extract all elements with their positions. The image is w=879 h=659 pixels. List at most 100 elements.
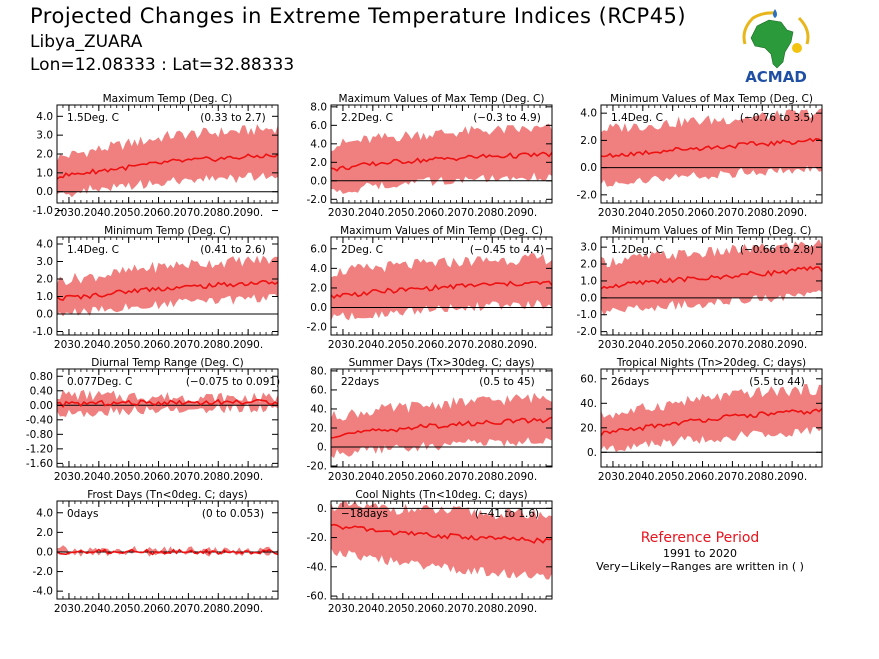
page-title: Projected Changes in Extreme Temperature… (30, 4, 687, 28)
x-tick-label: 2060. (688, 339, 718, 351)
y-tick-label: 0.0 (36, 186, 53, 198)
median-line (601, 408, 822, 437)
y-tick-label: 2.0 (580, 259, 597, 271)
x-tick-label: 2070. (173, 207, 203, 219)
x-tick-label: 2070. (447, 207, 477, 219)
plot-area (57, 545, 278, 557)
y-tick-label: 1.0 (36, 291, 53, 303)
x-tick-label: 2090. (777, 339, 807, 351)
x-tick-label: 2050. (114, 339, 144, 351)
x-tick-label: 2050. (388, 207, 418, 219)
plot-frame (56, 368, 279, 468)
change-value-label: 2.2Deg. C (341, 112, 393, 124)
x-tick-label: 2090. (777, 471, 807, 483)
x-tick-label: 2040. (84, 339, 114, 351)
change-value-label: 22days (341, 376, 379, 388)
likely-range-band (331, 123, 552, 194)
y-tick-label: -0.40 (26, 414, 53, 426)
median-line (331, 416, 552, 439)
x-tick-label: 2070. (717, 339, 747, 351)
x-tick-label: 2090. (507, 339, 537, 351)
y-tick-label: 2.0 (310, 157, 327, 169)
x-tick-label: 2060. (418, 603, 448, 615)
plot-area (601, 108, 822, 187)
median-line (57, 398, 278, 409)
change-value-label: 1.2Deg. C (611, 244, 663, 256)
change-value-label: 1.4Deg. C (67, 244, 119, 256)
x-tick-label: 2080. (747, 471, 777, 483)
x-tick-label: 2080. (477, 471, 507, 483)
x-tick-label: 2040. (84, 603, 114, 615)
plot-area (601, 384, 822, 453)
y-tick-label: 4.0 (36, 111, 53, 123)
plot-frame (330, 500, 553, 600)
y-tick-label: -60. (307, 591, 328, 603)
x-tick-label: 2080. (747, 339, 777, 351)
x-tick-label: 2050. (658, 207, 688, 219)
x-tick-label: 2080. (203, 339, 233, 351)
y-tick-label: 0.0 (36, 546, 53, 558)
y-tick-label: 60. (580, 373, 597, 385)
x-tick-label: 2030. (328, 207, 358, 219)
x-tick-label: 2030. (54, 207, 84, 219)
y-tick-label: 3.0 (580, 242, 597, 254)
very-likely-range-label: (−0.76 to 3.5) (740, 112, 814, 124)
chart-title: Tropical Nights (Tn>20deg. C; days) (616, 357, 806, 369)
x-tick-label: 2030. (54, 603, 84, 615)
y-tick-label: 60. (310, 384, 327, 396)
y-tick-label: -20. (307, 461, 328, 473)
x-tick-label: 2060. (144, 339, 174, 351)
station-coordinates: Lon=12.08333 : Lat=32.88333 (30, 55, 295, 75)
plot-frame (330, 236, 553, 336)
change-value-label: 26days (611, 376, 649, 388)
y-tick-label: -1.0 (33, 326, 54, 338)
x-tick-label: 2080. (477, 603, 507, 615)
x-tick-label: 2080. (477, 207, 507, 219)
change-value-label: 0days (67, 508, 98, 520)
x-tick-label: 2030. (328, 603, 358, 615)
chart-panel: 2030. 2040. 2050. 2060. 2070. 2080. 2090. -4.0 -… (33, 489, 279, 615)
plot-frame (56, 500, 279, 600)
y-tick-label: 2.0 (310, 282, 327, 294)
y-tick-label: -2.0 (33, 566, 54, 578)
x-tick-label: 2040. (358, 471, 388, 483)
x-tick-label: 2060. (144, 603, 174, 615)
y-tick-label: -4.0 (33, 586, 54, 598)
reference-period-years: 1991 to 2020 (662, 547, 738, 560)
y-tick-label: 1.0 (36, 167, 53, 179)
x-tick-label: 2090. (507, 603, 537, 615)
y-tick-label: 0. (587, 447, 597, 459)
plot-frame (330, 104, 553, 204)
x-tick-label: 2060. (418, 339, 448, 351)
y-tick-label: 8.0 (310, 101, 327, 113)
very-likely-range-label: (0.41 to 2.6) (200, 244, 266, 256)
y-tick-label: -1.60 (26, 458, 53, 470)
y-tick-label: 2.0 (36, 149, 53, 161)
y-tick-label: 0.0 (580, 292, 597, 304)
chart-panel: 2030. 2040. 2050. 2060. 2070. 2080. 2090. -1.0 0… (33, 225, 279, 351)
x-tick-label: 2070. (717, 471, 747, 483)
plot-frame (56, 236, 279, 336)
likely-range-band (601, 384, 822, 453)
x-tick-label: 2090. (777, 207, 807, 219)
very-likely-range-label: (0.5 to 45) (479, 376, 534, 388)
median-line (57, 548, 278, 556)
x-tick-label: 2050. (388, 603, 418, 615)
y-tick-label: 1.0 (580, 275, 597, 287)
chart-title: Minimum Values of Min Temp (Deg. C) (612, 225, 812, 237)
x-tick-label: 2090. (233, 471, 263, 483)
x-tick-label: 2090. (233, 603, 263, 615)
x-tick-label: 2070. (173, 471, 203, 483)
chart-title: Minimum Temp (Deg. C) (104, 225, 231, 237)
chart-title: Maximum Values of Max Temp (Deg. C) (339, 93, 545, 105)
plot-area (57, 389, 278, 418)
x-tick-label: 2030. (54, 339, 84, 351)
likely-range-band (331, 392, 552, 459)
plot-frame (600, 368, 823, 468)
median-line (57, 153, 278, 180)
x-tick-label: 2070. (173, 603, 203, 615)
x-tick-label: 2080. (747, 207, 777, 219)
x-tick-label: 2040. (628, 471, 658, 483)
y-tick-label: 4.0 (310, 138, 327, 150)
